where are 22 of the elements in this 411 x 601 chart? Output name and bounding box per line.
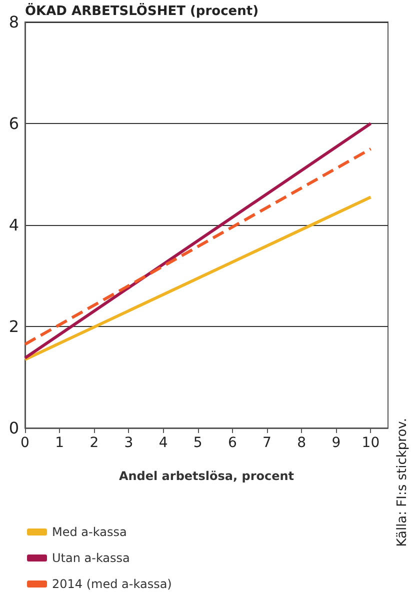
x-tick-label: 2 bbox=[90, 435, 99, 451]
y-tick-label: 0 bbox=[8, 418, 19, 438]
x-tick-label: 1 bbox=[55, 435, 64, 451]
y-tick-label: 8 bbox=[8, 12, 19, 32]
y-tick-label: 6 bbox=[8, 114, 19, 133]
x-tick-label: 7 bbox=[262, 435, 272, 451]
legend-label: Utan a-kassa bbox=[52, 551, 130, 565]
x-tick-label: 4 bbox=[158, 435, 168, 451]
x-tick-label: 9 bbox=[332, 435, 341, 451]
chart-title: ÖKAD ARBETSLÖSHET (procent) bbox=[25, 2, 259, 19]
x-tick-label: 6 bbox=[228, 435, 237, 451]
y-tick-label: 4 bbox=[8, 216, 19, 234]
legend-label: Med a-kassa bbox=[52, 525, 127, 539]
x-tick-label: 5 bbox=[193, 435, 202, 451]
legend-label: 2014 (med a-kassa) bbox=[52, 577, 172, 591]
x-tick-label: 10 bbox=[362, 435, 380, 451]
text: Källa: FI:s stickprov. bbox=[395, 418, 410, 547]
x-tick-label: 3 bbox=[124, 435, 134, 451]
x-tick-label: 0 bbox=[20, 435, 30, 451]
x-tick-label: 8 bbox=[297, 435, 306, 451]
x-axis-title: Andel arbetslösa, procent bbox=[118, 469, 294, 483]
y-tick-label: 2 bbox=[8, 317, 19, 336]
